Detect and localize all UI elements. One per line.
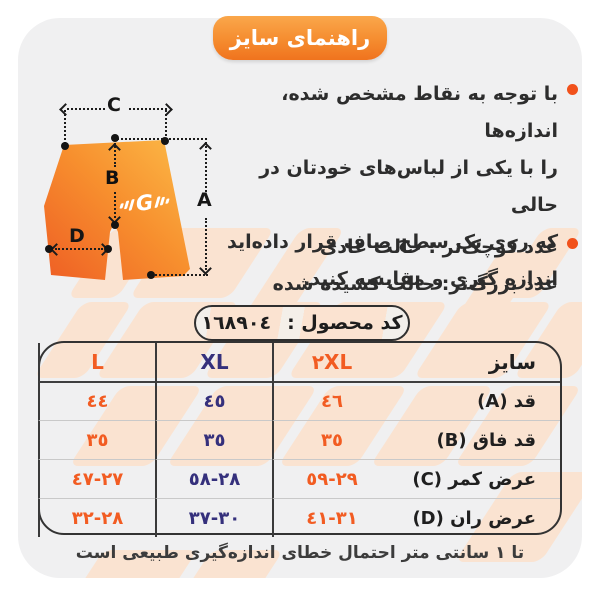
product-code-pill: کد محصول : ١٦٨٩٠٤ <box>194 305 410 341</box>
instruction-line: عدد کوچک‌تر : حالت عادی <box>319 236 558 258</box>
measure-point <box>161 137 169 145</box>
col-header-xl: XL <box>155 343 272 381</box>
col-header-2xl: ٢XL <box>272 343 390 381</box>
bullet-dot-icon <box>567 238 578 249</box>
table-cell: ٤٦ <box>272 381 390 420</box>
table-cell: ٣٥ <box>272 420 390 459</box>
size-guide-tab: راهنمای سایز <box>213 16 387 60</box>
row-label-height: قد (A) <box>390 381 560 420</box>
col-header-size: سایز <box>488 350 536 374</box>
row-label-waist: عرض کمر (C) <box>390 459 560 498</box>
measure-label-a: A <box>197 189 212 211</box>
table-cell: ٤٥ <box>155 381 272 420</box>
page-title: راهنمای سایز <box>229 26 371 50</box>
instruction-line: عدد بزرگ‌تر: حالت کشیده شده <box>272 273 558 295</box>
measure-line-c <box>67 108 105 110</box>
table-cell: ٣١-٤١ <box>272 498 390 537</box>
table-cell: ٣٥ <box>155 420 272 459</box>
measure-line-c <box>129 108 167 110</box>
card-background <box>18 18 582 578</box>
instruction-bullet-1: با توجه به نقاط مشخص شده، اندازه‌ها را ب… <box>222 76 558 298</box>
measure-point <box>111 221 119 229</box>
product-code-label: کد محصول : <box>287 312 403 334</box>
table-cell: ٣٠-٣٧ <box>155 498 272 537</box>
table-cell: ٢٨-٥٨ <box>155 459 272 498</box>
measure-line-b <box>114 143 116 167</box>
measure-line-a <box>205 218 207 270</box>
measure-point <box>61 142 69 150</box>
guide-line <box>165 110 167 140</box>
logo-stripe-icon <box>159 196 166 206</box>
measure-point <box>147 271 155 279</box>
logo-stripe-icon <box>128 198 135 211</box>
measure-line-d <box>55 248 103 250</box>
instruction-line: را با یکی از لباس‌های خودتان در حالی <box>259 157 558 216</box>
logo-letter: G <box>134 190 155 216</box>
product-code-value: ١٦٨٩٠٤ <box>201 312 272 334</box>
instruction-line: اندازه گیری و مقایسه کنید. <box>303 268 558 290</box>
measure-point <box>45 245 53 253</box>
row-label-rise: قد فاق (B) <box>390 420 560 459</box>
measure-point <box>104 245 112 253</box>
table-cell: ٣٥ <box>38 420 155 459</box>
table-cell: ٢٩-٥٩ <box>272 459 390 498</box>
brand-logo: G <box>119 190 170 216</box>
row-label-thigh: عرض ران (D) <box>390 498 560 537</box>
measure-line-b <box>114 192 116 218</box>
table-cell: ٤٤ <box>38 381 155 420</box>
footnote: تا ١ سانتی متر احتمال خطای اندازه‌گیری ط… <box>75 543 525 563</box>
measure-label-d: D <box>69 225 85 247</box>
guide-line <box>152 274 208 276</box>
logo-stripe-icon <box>165 197 170 204</box>
instruction-bullet-2: عدد کوچک‌تر : حالت عادی عدد بزرگ‌تر: حال… <box>222 229 558 303</box>
table-cell: ٢٨-٣٢ <box>38 498 155 537</box>
measure-label-b: B <box>105 167 120 189</box>
measure-line-a <box>205 142 207 192</box>
guide-line <box>64 110 66 144</box>
col-header-l: L <box>38 343 155 381</box>
size-table: سایز ٢XL XL L قد (A) ٤٦ ٤٥ ٤٤ قد فاق (B)… <box>38 341 562 537</box>
measure-label-c: C <box>107 94 121 116</box>
bullet-dot-icon <box>567 84 578 95</box>
measure-point <box>111 134 119 142</box>
instruction-line: که روی یک سطح صاف قرار داده‌اید <box>226 231 558 253</box>
instruction-line: با توجه به نقاط مشخص شده، اندازه‌ها <box>281 83 558 142</box>
table-cell: ٢٧-٤٧ <box>38 459 155 498</box>
